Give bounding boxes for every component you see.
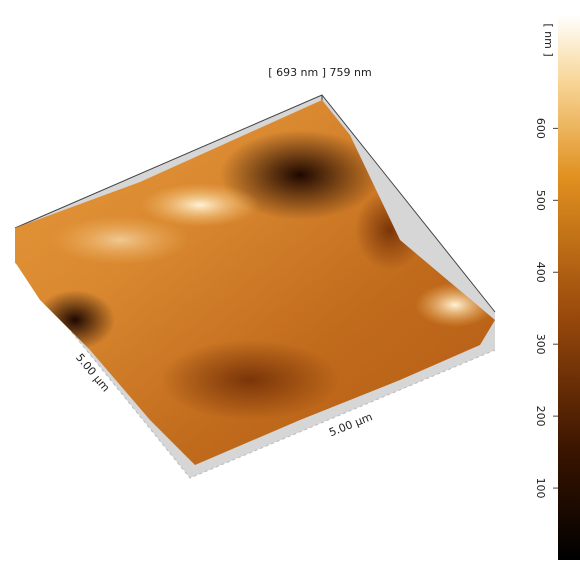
surface-box — [0, 90, 500, 480]
colorbar-unit: [ nm ] — [542, 23, 555, 56]
colorbar: 100 200 300 400 500 600 — [534, 14, 580, 560]
tick-label: 200 — [534, 406, 547, 427]
tick-label: 500 — [534, 190, 547, 211]
colorbar-gradient — [558, 14, 580, 560]
afm-view: [ 693 nm ] 759 nm 5.00 µm 5.00 µm 100200… — [0, 0, 580, 560]
height-label: [ 693 nm ] 759 nm — [268, 66, 371, 79]
tick-label: 400 — [534, 262, 547, 283]
tick-label: 600 — [534, 118, 547, 139]
tick-label: 300 — [534, 334, 547, 355]
tick-label: 100 — [534, 478, 547, 499]
